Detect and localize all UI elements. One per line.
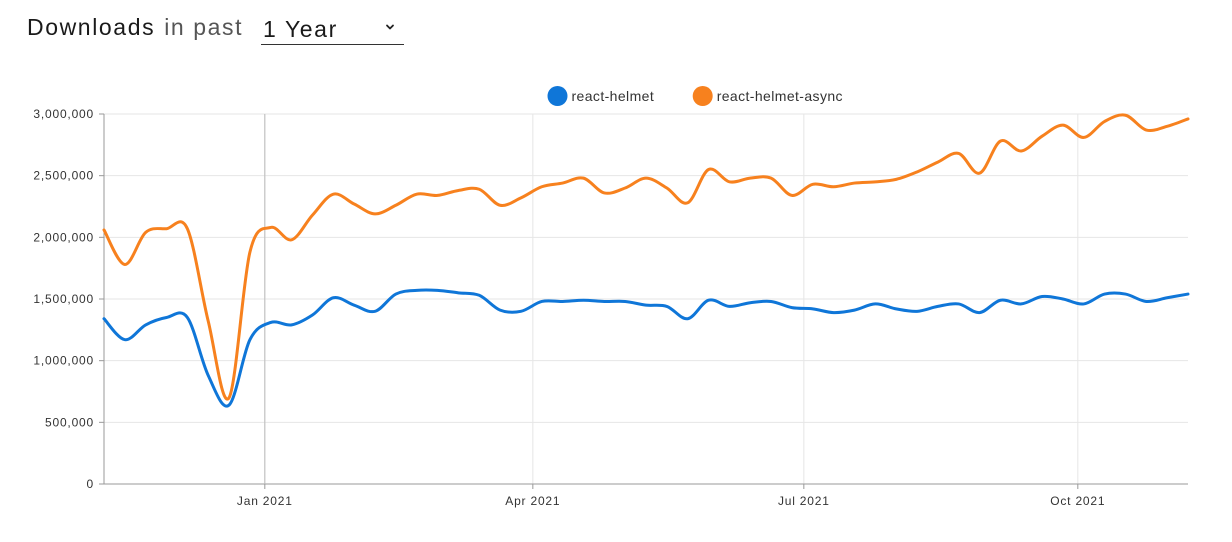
legend-swatch-react-helmet <box>547 86 568 106</box>
axis-layer: 0 500,000 1,000,000 1,500,000 2,000,000 2,500… <box>33 107 1188 508</box>
header-title: Downloads <box>27 14 156 40</box>
y-tick-label: 0 <box>87 477 94 491</box>
y-tick-label: 2,500,000 <box>33 169 94 183</box>
y-tick-label: 1,500,000 <box>33 292 94 306</box>
series-line-react-helmet <box>102 288 1190 408</box>
downloads-header: Downloads in past <box>27 14 243 48</box>
period-select[interactable]: 1 Year <box>261 14 404 45</box>
legend: react-helmet react-helmet-async <box>547 86 843 106</box>
x-tick-label: Jan 2021 <box>237 494 293 508</box>
y-tick-label: 3,000,000 <box>33 107 94 121</box>
y-tick-label: 500,000 <box>45 415 94 429</box>
legend-label-react-helmet: react-helmet <box>572 88 655 104</box>
legend-label-react-helmet-async: react-helmet-async <box>717 88 843 104</box>
grid-layer <box>104 113 1188 485</box>
x-tick-label: Jul 2021 <box>778 494 830 508</box>
period-select-value: 1 Year <box>263 16 338 42</box>
header-subtitle: in past <box>164 14 244 40</box>
y-tick-label: 2,000,000 <box>33 230 94 244</box>
x-tick-label: Apr 2021 <box>505 494 560 508</box>
series-line-react-helmet-async <box>102 113 1190 401</box>
legend-swatch-react-helmet-async <box>692 86 713 106</box>
chevron-down-icon <box>386 24 394 30</box>
x-tick-label: Oct 2021 <box>1050 494 1105 508</box>
series-layer <box>102 113 1190 408</box>
y-tick-label: 1,000,000 <box>33 354 94 368</box>
